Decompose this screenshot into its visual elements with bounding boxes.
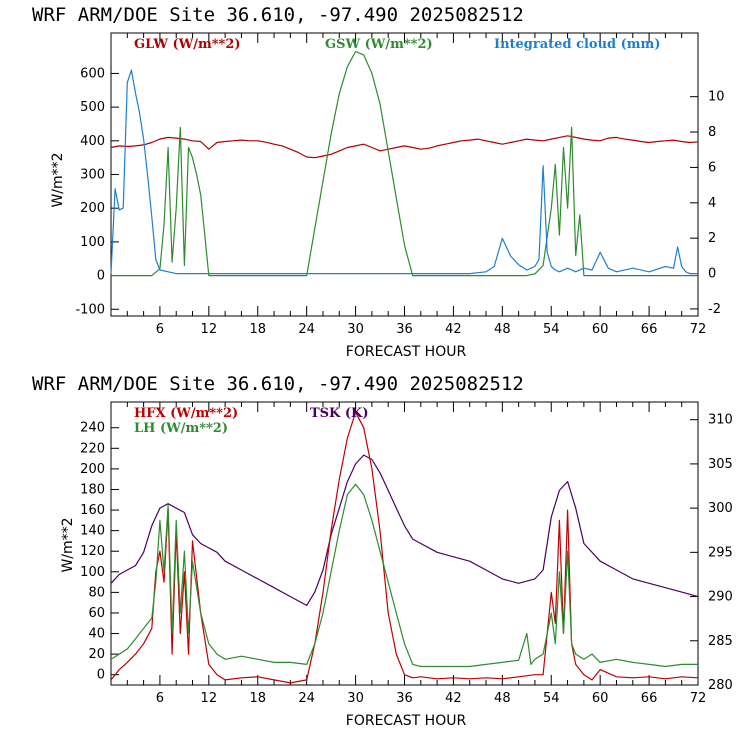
bottom-chart: WRF ARM/DOE Site 36.610, -97.490 2025082… bbox=[32, 373, 733, 729]
y2-tick-label: 8 bbox=[708, 125, 716, 140]
y2-tick-label: 285 bbox=[708, 634, 733, 649]
top-legend: GLW (W/m**2) GSW (W/m**2) Integrated cloud… bbox=[134, 37, 660, 52]
y-tick-label: 0 bbox=[97, 668, 105, 683]
y-tick-label: 100 bbox=[80, 565, 105, 580]
y-tick-label: 100 bbox=[80, 235, 105, 250]
x-tick-label: 18 bbox=[249, 322, 266, 337]
y-tick-label: 200 bbox=[80, 462, 105, 477]
x-tick-label: 30 bbox=[347, 322, 364, 337]
y-tick-label: 40 bbox=[88, 627, 105, 642]
y2-tick-label: 6 bbox=[708, 160, 716, 175]
series-line-1 bbox=[110, 454, 699, 606]
x-tick-label: 24 bbox=[298, 322, 315, 337]
top-series bbox=[110, 50, 699, 277]
y2-tick-label: 295 bbox=[708, 545, 733, 560]
bottom-y-axis-label: W/m**2 bbox=[60, 517, 76, 572]
y2-tick-label: 290 bbox=[708, 590, 733, 605]
y2-tick-label: 305 bbox=[708, 457, 733, 472]
y-tick-label: 20 bbox=[88, 647, 105, 662]
y-tick-label: 120 bbox=[80, 544, 105, 559]
y-tick-label: 240 bbox=[80, 421, 105, 436]
x-tick-label: 36 bbox=[396, 691, 413, 706]
bottom-chart-title: WRF ARM/DOE Site 36.610, -97.490 2025082… bbox=[32, 373, 524, 395]
x-tick-label: 12 bbox=[201, 322, 218, 337]
y-tick-label: 80 bbox=[88, 585, 105, 600]
legend-entry-2: GSW (W/m**2) bbox=[325, 37, 433, 52]
top-x-axis-label: FORECAST HOUR bbox=[346, 344, 467, 360]
y-tick-label: 400 bbox=[80, 134, 105, 149]
top-y-axis-label: W/m**2 bbox=[50, 152, 66, 207]
x-tick-label: 60 bbox=[592, 691, 609, 706]
x-tick-label: 66 bbox=[641, 322, 658, 337]
x-tick-label: 42 bbox=[445, 322, 462, 337]
series-line-2 bbox=[111, 50, 698, 277]
x-tick-label: 60 bbox=[592, 322, 609, 337]
x-tick-label: 24 bbox=[298, 691, 315, 706]
x-tick-label: 72 bbox=[690, 691, 707, 706]
x-tick-label: 54 bbox=[543, 691, 560, 706]
y-tick-label: 200 bbox=[80, 201, 105, 216]
y-tick-label: 160 bbox=[80, 503, 105, 518]
y-tick-label: 60 bbox=[88, 606, 105, 621]
top-chart-title: WRF ARM/DOE Site 36.610, -97.490 2025082… bbox=[32, 4, 524, 26]
legend-entry-2: HFX (W/m**2) bbox=[134, 406, 238, 421]
x-tick-label: 72 bbox=[690, 322, 707, 337]
series-line-3 bbox=[110, 483, 698, 668]
x-tick-label: 66 bbox=[641, 691, 658, 706]
x-tick-label: 48 bbox=[494, 322, 511, 337]
series-line-3 bbox=[110, 69, 698, 275]
x-tick-label: 42 bbox=[445, 691, 462, 706]
y2-tick-label: 10 bbox=[708, 90, 725, 105]
legend-entry-1: TSK (K) bbox=[310, 406, 369, 421]
y-tick-label: 220 bbox=[80, 441, 105, 456]
y-tick-label: 600 bbox=[80, 66, 105, 81]
series-line-1 bbox=[110, 135, 699, 159]
x-tick-label: 36 bbox=[396, 322, 413, 337]
y-tick-label: -100 bbox=[75, 302, 105, 317]
y-tick-label: 300 bbox=[80, 168, 105, 183]
y2-tick-label: 280 bbox=[708, 678, 733, 693]
y2-tick-label: 4 bbox=[708, 196, 716, 211]
bottom-series bbox=[110, 411, 699, 684]
y2-tick-label: 0 bbox=[708, 267, 716, 282]
y2-tick-label: -2 bbox=[708, 302, 721, 317]
x-tick-label: 30 bbox=[347, 691, 364, 706]
y-tick-label: 140 bbox=[80, 524, 105, 539]
y2-tick-label: 310 bbox=[708, 413, 733, 428]
legend-entry-3: Integrated cloud (mm) bbox=[494, 37, 660, 52]
x-tick-label: 6 bbox=[156, 691, 164, 706]
bottom-x-axis-label: FORECAST HOUR bbox=[346, 713, 467, 729]
y2-tick-label: 2 bbox=[708, 231, 716, 246]
top-chart: WRF ARM/DOE Site 36.610, -97.490 2025082… bbox=[32, 4, 725, 360]
y-tick-label: 0 bbox=[97, 269, 105, 284]
x-tick-label: 54 bbox=[543, 322, 560, 337]
x-tick-label: 12 bbox=[201, 691, 218, 706]
legend-entry-3: LH (W/m**2) bbox=[134, 421, 228, 436]
top-axis-ticks: 6 12 18 24 30 36 42 48 54 60 66 72-1000100200300400… bbox=[75, 33, 725, 337]
y-tick-label: 180 bbox=[80, 482, 105, 497]
bottom-legend: TSK (K) HFX (W/m**2)LH (W/m**2) bbox=[134, 406, 369, 436]
x-tick-label: 6 bbox=[156, 322, 164, 337]
x-tick-label: 18 bbox=[249, 691, 266, 706]
y2-tick-label: 300 bbox=[708, 501, 733, 516]
legend-entry-1: GLW (W/m**2) bbox=[134, 37, 241, 52]
x-tick-label: 48 bbox=[494, 691, 511, 706]
y-tick-label: 500 bbox=[80, 100, 105, 115]
